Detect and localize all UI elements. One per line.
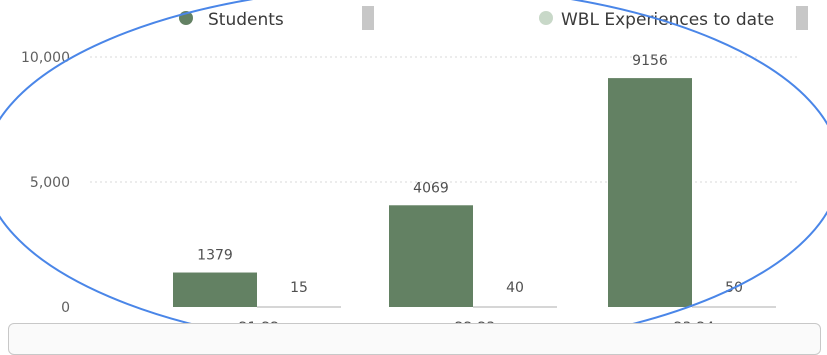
legend-label-wbl: WBL Experiences to date — [561, 10, 774, 30]
legend-wbl-marker-icon — [539, 11, 553, 25]
bars-layer — [173, 78, 692, 307]
legend-scroll-marker — [362, 6, 374, 30]
students-data-label: 1379 — [197, 248, 233, 264]
y-tick-label: 0 — [61, 300, 70, 316]
students-bar — [608, 78, 692, 307]
legend-scroll-marker — [796, 6, 808, 30]
bottom-panel — [8, 323, 821, 355]
legend: Students WBL Experiences to date — [179, 6, 808, 30]
students-data-label: 9156 — [632, 53, 668, 69]
y-tick-label: 10,000 — [21, 50, 70, 66]
y-tick-label: 5,000 — [30, 175, 70, 191]
wbl-data-label: 15 — [290, 280, 308, 296]
students-bar — [173, 272, 257, 307]
grid-layer — [90, 56, 800, 183]
legend-label-students: Students — [208, 10, 284, 30]
students-data-label: 4069 — [413, 180, 449, 196]
students-bar — [389, 205, 473, 307]
wbl-data-label: 40 — [506, 280, 524, 296]
